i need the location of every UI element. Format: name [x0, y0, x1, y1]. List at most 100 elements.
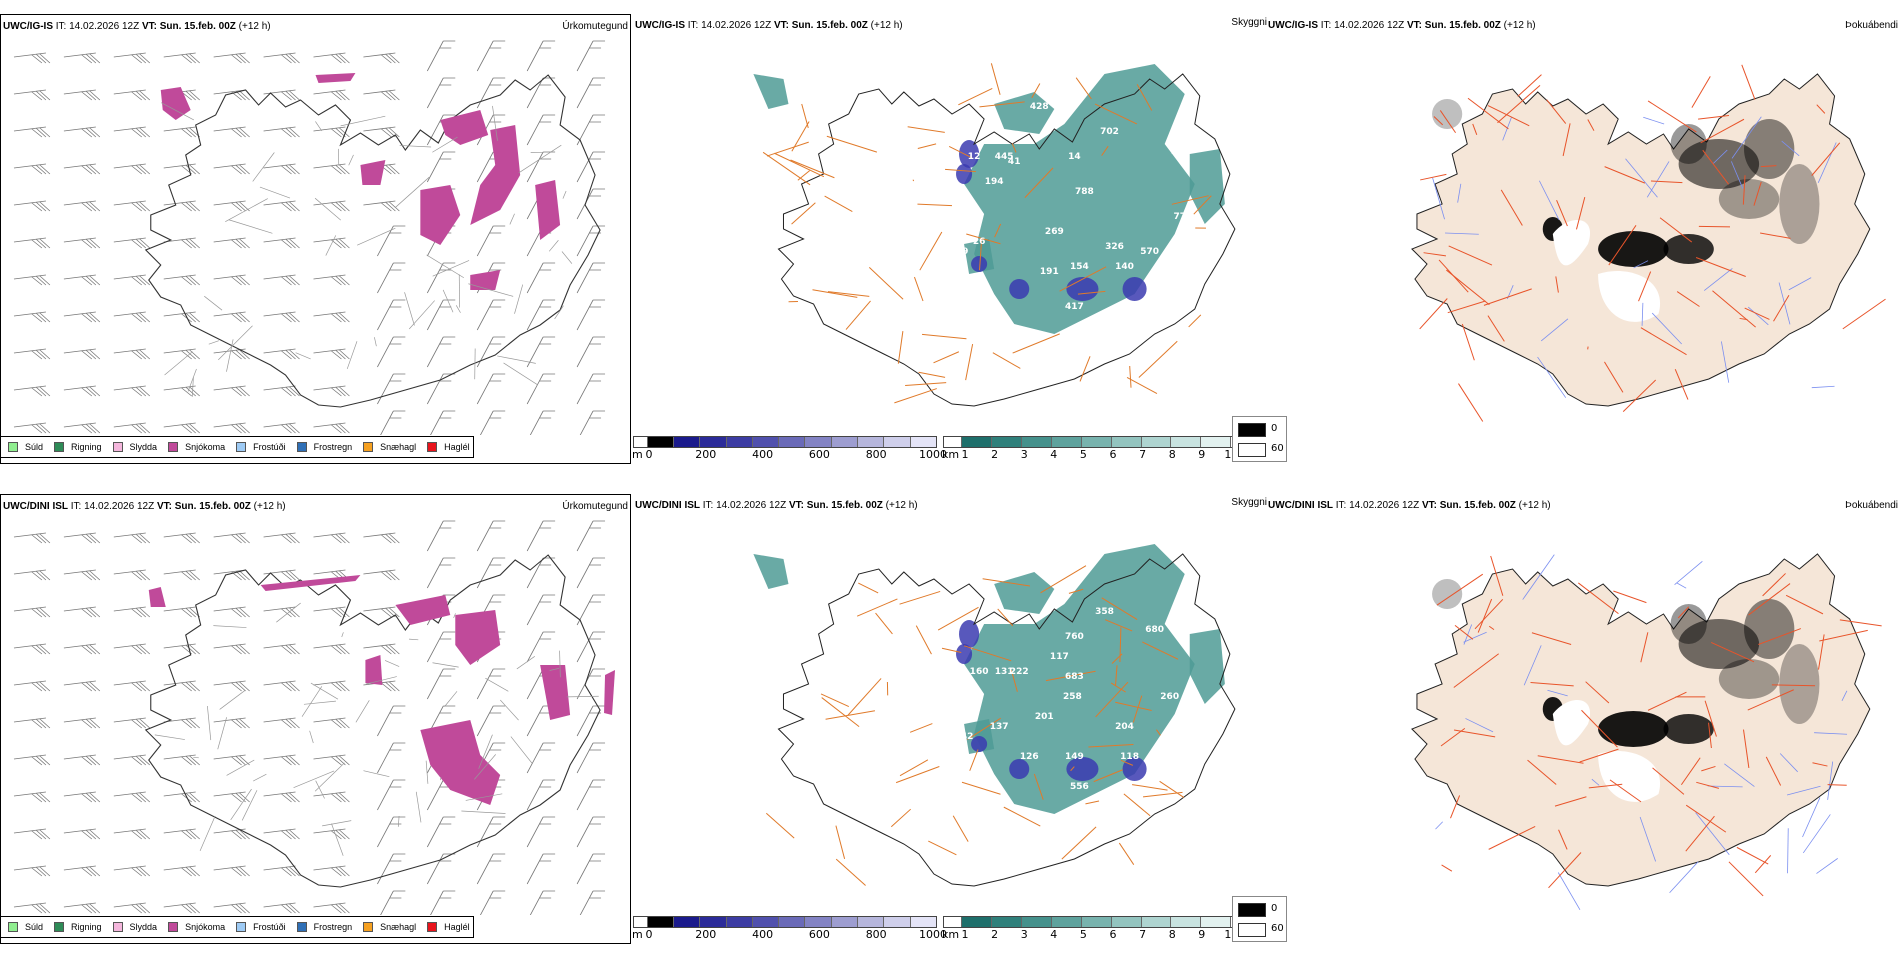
wind-barb	[577, 558, 605, 588]
legend-swatch	[168, 442, 178, 452]
cloudbase-tick: 6	[1110, 928, 1117, 941]
valid-time-label: VT:	[1407, 20, 1422, 31]
cloud-base-label: 703	[1170, 147, 1189, 157]
panel-header: UWC/DINI ISL IT: 14.02.2026 12Z VT: Sun.…	[3, 500, 628, 514]
elevation-color-cell	[858, 917, 884, 927]
road-line	[1085, 801, 1099, 804]
elevation-tick: 800	[866, 928, 887, 941]
wind-barb	[377, 891, 405, 915]
wind-barb	[314, 829, 350, 839]
wind-barb	[14, 570, 50, 580]
wind-barb	[114, 164, 150, 174]
model-name: UWC/DINI ISL	[635, 500, 700, 511]
legend-label: Snjókoma	[185, 922, 225, 932]
wind-barb	[14, 53, 50, 63]
wind-barb	[314, 349, 350, 359]
wind-barb	[427, 411, 455, 435]
wind-barb	[314, 201, 350, 211]
wind-barb	[14, 792, 50, 802]
fog-area	[1719, 179, 1779, 219]
elevation-color-cell	[674, 917, 700, 927]
wind-barb	[477, 226, 505, 256]
snow-area	[420, 185, 460, 245]
cloud-base-label: 41	[1008, 157, 1021, 167]
cloud-base-label: 760	[1065, 632, 1084, 642]
cloud-area	[753, 554, 788, 589]
wind-barb	[427, 669, 455, 699]
road-line	[1692, 76, 1710, 107]
road-line	[928, 841, 956, 855]
wind-barb	[527, 595, 555, 625]
lead-time: (+12 h)	[254, 501, 286, 512]
precip-legend-item-frostregn: Frostregn	[297, 442, 353, 452]
legend-label: Snæhagl	[380, 922, 416, 932]
wind-barb	[214, 570, 250, 580]
cloud-base-label: 160	[970, 667, 989, 677]
wind-barb	[264, 423, 300, 433]
iceland-coastline	[146, 75, 600, 407]
low-cloud-area	[971, 736, 987, 752]
road-line	[900, 591, 941, 604]
wind-barb	[14, 349, 50, 359]
wind-barb	[377, 817, 405, 847]
elevation-color-cell	[700, 437, 726, 447]
wind-barb	[214, 238, 250, 248]
road-line	[920, 232, 942, 270]
wind-barb	[577, 817, 605, 847]
valid-time-label: VT:	[774, 20, 789, 31]
road-line	[913, 180, 914, 181]
road-line	[1132, 785, 1167, 791]
wind-barb	[64, 53, 100, 63]
precip-legend-item-snæhagl: Snæhagl	[363, 442, 416, 452]
wind-barb	[214, 127, 250, 137]
fog-area	[1598, 231, 1668, 267]
wind-barb	[14, 829, 50, 839]
wind-barb	[64, 644, 100, 654]
wind-barb	[214, 53, 250, 63]
wind-barb	[114, 238, 150, 248]
valid-time: Sun. 15.feb. 00Z	[1440, 500, 1516, 511]
valid-time-label: VT:	[157, 501, 172, 512]
cloud-base-label: 219	[950, 247, 969, 257]
road-line	[991, 63, 1000, 94]
road-line	[200, 816, 215, 851]
wind-barb	[64, 423, 100, 433]
wind-barb	[363, 53, 399, 63]
road-line	[315, 198, 341, 220]
road-line	[922, 334, 966, 338]
fog-legend-swatch-1	[1238, 923, 1266, 937]
river-line	[1812, 386, 1835, 387]
wind-barb	[64, 349, 100, 359]
precip-map-svg	[1, 35, 630, 435]
road-line	[409, 639, 418, 640]
road-line	[485, 678, 508, 691]
legend-swatch	[427, 922, 437, 932]
road-line	[1458, 384, 1482, 422]
road-line	[894, 389, 936, 403]
road-line	[563, 191, 566, 199]
road-line	[427, 255, 464, 278]
wind-barb	[577, 743, 605, 773]
valid-time: Sun. 15.feb. 00Z	[792, 20, 868, 31]
panel-header: UWC/DINI ISL IT: 14.02.2026 12Z VT: Sun.…	[635, 499, 1263, 513]
road-line	[225, 199, 267, 222]
wind-barb	[14, 607, 50, 617]
fog-legend-label-1: 60	[1271, 923, 1284, 934]
legend-swatch	[54, 922, 64, 932]
wind-barb	[527, 521, 555, 551]
fog-area	[1779, 164, 1819, 244]
wind-barb	[64, 238, 100, 248]
elevation-color-cell	[884, 917, 910, 927]
elevation-colorbar-cells	[633, 916, 937, 928]
wind-barb	[377, 337, 405, 367]
road-line	[510, 214, 515, 225]
precip-legend-item-haglél: Haglél	[427, 922, 470, 932]
wind-barb	[164, 533, 200, 543]
wind-barb	[64, 533, 100, 543]
low-cloud-area	[1066, 277, 1098, 301]
cloudbase-color-cell	[944, 437, 962, 447]
precip-legend-item-rigning: Rigning	[54, 922, 102, 932]
cloud-base-label: 258	[1063, 692, 1082, 702]
cloudbase-unit: km	[942, 448, 959, 461]
